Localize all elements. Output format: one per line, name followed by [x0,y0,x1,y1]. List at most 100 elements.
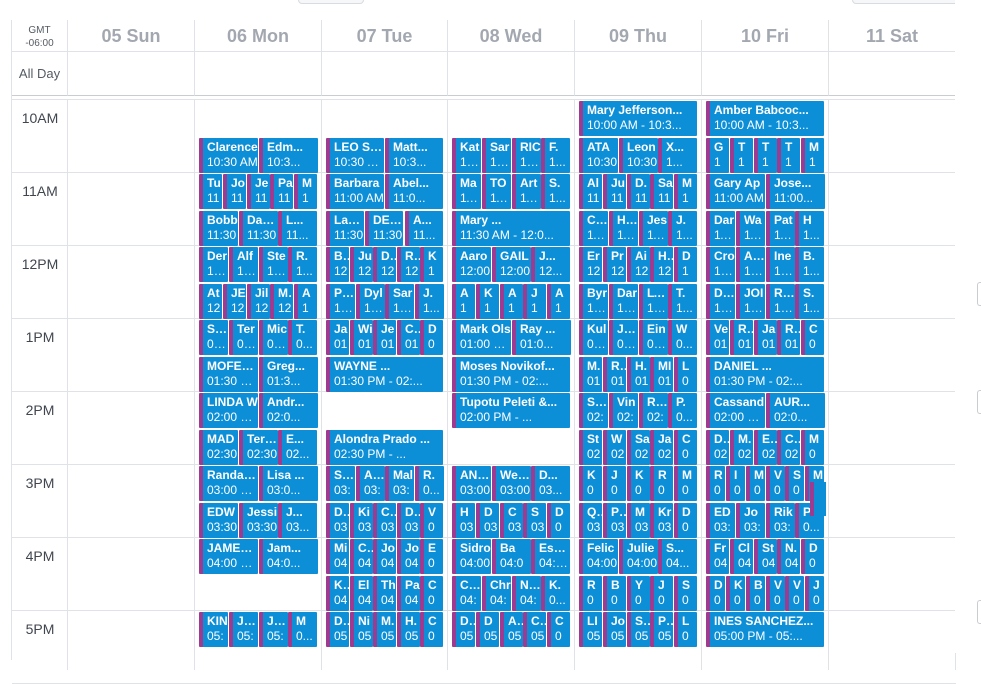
calendar-event[interactable]: Ray ... 01:0... [512,320,571,355]
calendar-event[interactable]: H. 01 [627,357,650,392]
calendar-event[interactable]: INES SANCHEZ... 05:00 PM - 05:... [706,612,824,647]
calendar-event[interactable]: K. 0... [541,576,570,611]
calendar-event[interactable]: ATA 10:30 [579,138,618,173]
calendar-event[interactable]: Mary ... 11:30 AM - 12:0... [452,211,570,246]
calendar-event[interactable]: Abel... 11:0... [385,174,443,209]
calendar-event[interactable]: Fr 04 [706,539,729,574]
calendar-event[interactable]: Jes 11:3 [639,211,668,246]
calendar-event[interactable]: Randall V 03:00 PM [199,466,258,501]
calendar-event[interactable]: Jo 05 [603,612,626,647]
calendar-event[interactable]: WAYNE ... 01:30 PM - 02:... [326,357,443,392]
calendar-event[interactable]: Esab...04:0... [531,539,570,574]
calendar-event[interactable]: A... 11... [405,211,443,246]
calendar-event[interactable]: M. 01 [579,357,602,392]
calendar-event[interactable]: Wa 11:3 [736,211,765,246]
calendar-event[interactable]: D... 03... [531,466,570,501]
calendar-event[interactable]: JE 12 [223,284,246,319]
calendar-event[interactable]: Aaro 12:00 [452,247,491,282]
calendar-event[interactable]: Ha 12 [650,247,673,282]
calendar-event[interactable]: Vin 02: [609,393,638,428]
calendar-event[interactable]: Alondra Prado ... 02:30 PM - ... [326,430,443,465]
calendar-event[interactable]: LI 05 [579,612,602,647]
calendar-event[interactable]: Ja 01 [326,320,349,355]
calendar-event[interactable]: J... 12... [531,247,570,282]
calendar-event[interactable]: JEF 05: [259,612,288,647]
calendar-event[interactable]: El 04 [350,576,373,611]
calendar-event[interactable]: Pat 11:3 [766,211,795,246]
calendar-event[interactable]: W 02 [603,430,626,465]
calendar-event[interactable]: Mary Jefferson... 10:00 AM - 10:3... [579,101,697,136]
calendar-event[interactable]: Ke 04 [326,576,349,611]
calendar-event[interactable]: Matt... 10:3... [385,138,443,173]
calendar-event[interactable]: Alic 03: [356,466,385,501]
calendar-event[interactable]: Ja 02 [650,430,673,465]
calendar-event[interactable]: TO 11:0 [482,174,511,209]
calendar-event[interactable]: KIN 05: [199,612,228,647]
calendar-event[interactable]: St 04 [754,539,777,574]
calendar-event[interactable]: Do 03 [326,503,349,538]
calendar-event[interactable]: Dar 11:3 [706,211,735,246]
calendar-event[interactable]: Ju 12 [350,247,373,282]
calendar-event[interactable]: San 02: [579,393,608,428]
calendar-event[interactable]: Wi 01 [350,320,373,355]
calendar-event[interactable]: St 02 [579,430,602,465]
calendar-event[interactable]: R. 0... [415,466,444,501]
calendar-event[interactable]: MAD 02:30 [199,430,238,465]
calendar-event[interactable]: M 0... [288,612,317,647]
calendar-event[interactable]: Jessi 03:30 [239,503,278,538]
calendar-event[interactable]: San 03: [326,466,355,501]
calendar-event[interactable]: ST 05 [627,612,650,647]
calendar-event[interactable]: T. 0... [288,320,317,355]
calendar-event[interactable]: PR05 [650,612,673,647]
calendar-event[interactable]: Lisa ... 03:0... [259,466,318,501]
day-header-mon[interactable]: 06 Mon [195,20,322,52]
calendar-event[interactable]: JOS01:0 [609,320,638,355]
calendar-event[interactable]: P. 0... [668,393,697,428]
calendar-event[interactable]: J. 1... [668,211,697,246]
calendar-event[interactable]: DANIEL ... 01:30 PM - 02:... [706,357,824,392]
calendar-event[interactable]: Jam... 04:0... [259,539,318,574]
all-day-cell[interactable] [829,52,956,96]
calendar-event[interactable]: Cl 04 [730,539,753,574]
calendar-event[interactable]: Er 12 [579,247,602,282]
calendar-event[interactable]: S. 1... [541,174,570,209]
day-header-sun[interactable]: 05 Sun [68,20,195,52]
day-header-fri[interactable]: 10 Fri [702,20,829,52]
calendar-event[interactable]: Greg... 01:3... [259,357,318,392]
calendar-event[interactable]: C 03 [500,503,523,538]
panel-tab[interactable] [977,600,981,624]
calendar-event[interactable]: Barbara 11:00 AM [326,174,384,209]
calendar-event[interactable]: Rik 03: [766,503,795,538]
calendar-event[interactable]: S 03 [523,503,546,538]
calendar-event[interactable]: DEBB11:30 [365,211,403,246]
calendar-event[interactable]: Jo 03: [736,503,765,538]
calendar-event[interactable]: Clarence 10:30 AM [199,138,258,173]
calendar-event[interactable]: AUR... 02:0... [766,393,825,428]
calendar-event[interactable]: Cha 11:3 [579,211,608,246]
